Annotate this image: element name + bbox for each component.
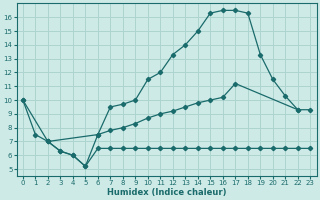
X-axis label: Humidex (Indice chaleur): Humidex (Indice chaleur)	[107, 188, 226, 197]
